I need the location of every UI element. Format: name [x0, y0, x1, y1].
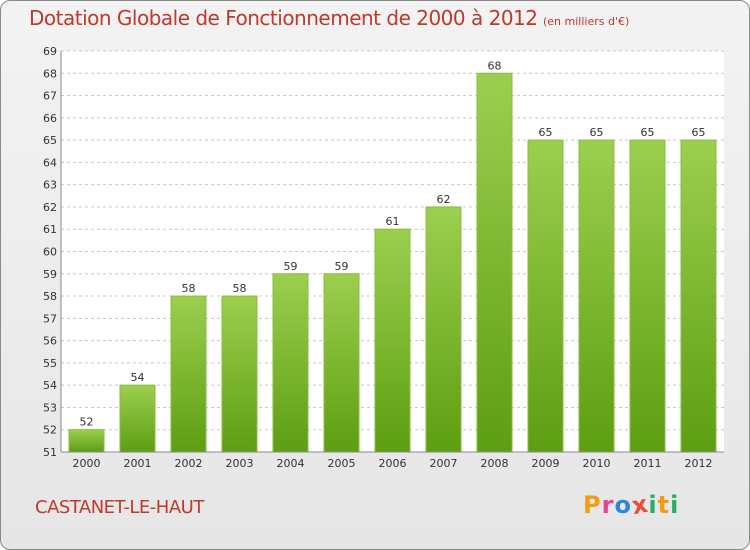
x-tick-label: 2012 [685, 457, 713, 470]
data-label: 65 [641, 126, 655, 139]
commune-name: CASTANET-LE-HAUT [35, 497, 204, 518]
y-tick-label: 58 [43, 290, 57, 303]
bar [272, 273, 309, 453]
data-label: 54 [131, 371, 145, 384]
logo-letter: P [583, 491, 602, 519]
y-tick-label: 59 [43, 268, 57, 281]
y-tick-label: 55 [43, 357, 57, 370]
bar [425, 206, 462, 453]
x-tick-label: 2002 [175, 457, 203, 470]
data-label: 61 [386, 215, 400, 228]
chart-title: Dotation Globale de Fonctionnement de 20… [29, 6, 538, 30]
y-tick-label: 62 [43, 201, 57, 214]
bar [578, 139, 615, 453]
y-tick-label: 57 [43, 312, 57, 325]
logo-letter: i [648, 491, 658, 519]
y-tick-label: 66 [43, 112, 57, 125]
bar [119, 384, 156, 453]
data-label: 59 [335, 260, 349, 273]
x-tick-label: 2007 [430, 457, 458, 470]
y-tick-label: 60 [43, 246, 57, 259]
y-tick-label: 65 [43, 134, 57, 147]
y-tick-label: 52 [43, 424, 57, 437]
x-tick-label: 2000 [73, 457, 101, 470]
bar [221, 295, 258, 453]
bar [323, 273, 360, 453]
data-label: 68 [488, 59, 502, 72]
data-label: 59 [284, 260, 298, 273]
bar [629, 139, 666, 453]
x-tick-label: 2003 [226, 457, 254, 470]
data-label: 65 [539, 126, 553, 139]
logo-letter: r [601, 491, 615, 519]
y-tick-label: 64 [43, 156, 57, 169]
logo-letter: o [614, 491, 632, 519]
x-tick-label: 2001 [124, 457, 152, 470]
data-label: 65 [692, 126, 706, 139]
bar [476, 72, 513, 453]
bar [680, 139, 717, 453]
x-tick-label: 2005 [328, 457, 356, 470]
x-tick-label: 2011 [634, 457, 662, 470]
y-tick-label: 53 [43, 401, 57, 414]
data-label: 62 [437, 193, 451, 206]
chart-subtitle: (en milliers d'€) [543, 15, 630, 28]
x-tick-label: 2008 [481, 457, 509, 470]
y-tick-label: 61 [43, 223, 57, 236]
y-tick-label: 67 [43, 90, 57, 103]
y-tick-label: 63 [43, 179, 57, 192]
data-label: 65 [590, 126, 604, 139]
proxiti-logo: Proxiti [583, 490, 680, 520]
x-tick-label: 2009 [532, 457, 560, 470]
logo-letter: i [670, 491, 680, 519]
y-tick-label: 68 [43, 67, 57, 80]
y-tick-label: 54 [43, 379, 57, 392]
y-tick-label: 51 [43, 446, 57, 459]
logo-letter: t [657, 491, 671, 519]
data-label: 52 [80, 416, 94, 429]
bar [68, 429, 105, 453]
x-tick-label: 2006 [379, 457, 407, 470]
data-label: 58 [233, 282, 247, 295]
y-tick-label: 69 [43, 45, 57, 58]
x-tick-label: 2004 [277, 457, 305, 470]
data-label: 58 [182, 282, 196, 295]
bar [527, 139, 564, 453]
bar [374, 228, 411, 453]
bar [170, 295, 207, 453]
x-tick-label: 2010 [583, 457, 611, 470]
y-tick-label: 56 [43, 335, 57, 348]
